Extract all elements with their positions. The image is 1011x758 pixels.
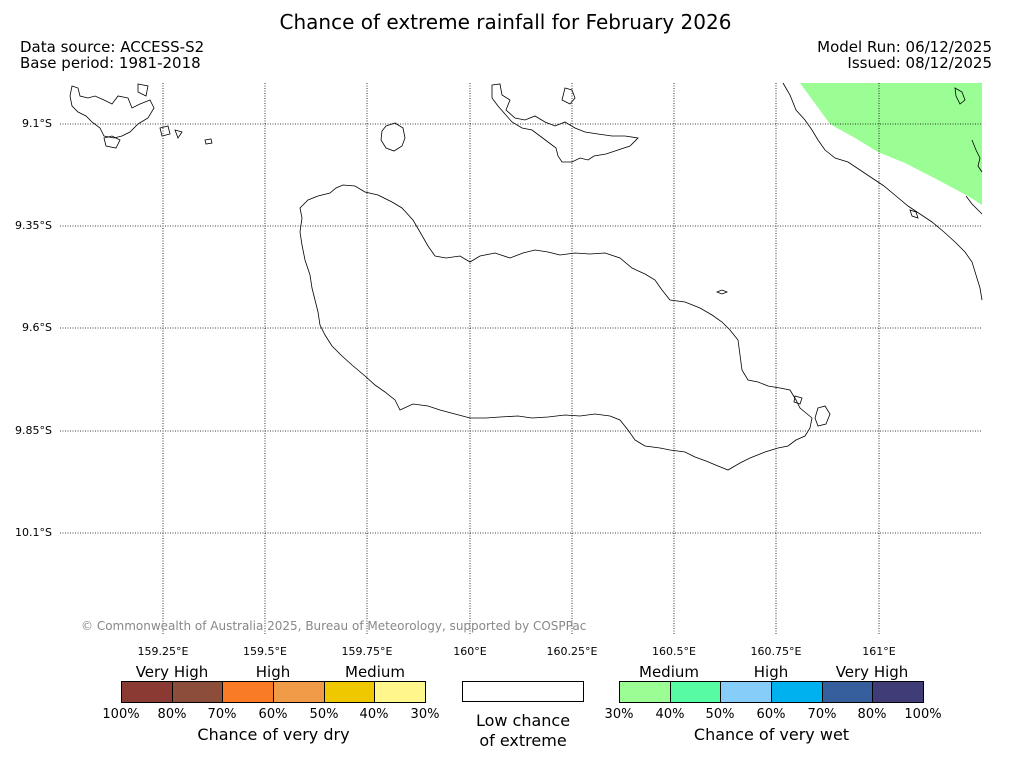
lon-label-5: 160.25°E — [546, 645, 598, 658]
lon-label-7: 160.75°E — [750, 645, 802, 658]
lat-label-2: 9.35°S — [15, 219, 52, 232]
wet-tick-2: 40% — [655, 707, 685, 722]
wet-segment-3 — [721, 682, 773, 702]
dry-segment-4 — [274, 682, 325, 702]
dry-tick-2: 80% — [157, 707, 187, 722]
wet-segment-5 — [822, 682, 874, 702]
wet-cat-high: High — [753, 663, 789, 681]
wet-medium-area — [800, 83, 982, 205]
meta-left: Data source: ACCESS-S2 Base period: 1981… — [20, 39, 204, 71]
wet-tick-6: 80% — [857, 707, 887, 722]
dry-tick-7: 30% — [410, 707, 440, 722]
wet-segment-4 — [772, 682, 823, 702]
lat-label-3: 9.6°S — [22, 321, 52, 334]
wet-segment-2 — [670, 682, 722, 702]
dry-legend-title: Chance of very dry — [197, 725, 350, 744]
dry-cat-medium: Medium — [345, 663, 405, 681]
lon-label-3: 159.75°E — [341, 645, 393, 658]
guadalcanal-coastline — [299, 184, 813, 471]
wet-tick-1: 30% — [604, 707, 634, 722]
dry-tick-1: 100% — [102, 707, 140, 722]
dry-tick-6: 40% — [359, 707, 389, 722]
low-chance-title-2: of extreme — [479, 731, 567, 750]
wet-legend-title: Chance of very wet — [693, 725, 850, 744]
wet-tick-4: 60% — [756, 707, 786, 722]
lon-label-6: 160.5°E — [652, 645, 696, 658]
map-canvas[interactable] — [0, 0, 1011, 650]
dry-tick-4: 60% — [258, 707, 288, 722]
lat-label-5: 10.1°S — [15, 526, 52, 539]
wet-colorbar — [619, 681, 924, 703]
dry-segment-6 — [375, 682, 426, 702]
wet-tick-7: 100% — [904, 707, 942, 722]
savo-island-coastline — [380, 122, 406, 152]
dry-segment-1 — [122, 682, 173, 702]
dry-cat-high: High — [255, 663, 291, 681]
data-source: Data source: ACCESS-S2 — [20, 38, 205, 56]
wet-cat-medium: Medium — [639, 663, 699, 681]
malaita-coastline — [782, 82, 983, 301]
florida-islands-coastline — [491, 83, 639, 163]
copyright-notice: © Commonwealth of Australia 2025, Bureau… — [81, 619, 587, 633]
meta-right: Model Run: 06/12/2025 Issued: 08/12/2025 — [817, 39, 992, 71]
low-chance-swatch — [462, 681, 584, 702]
graticule — [60, 83, 982, 635]
lon-label-8: 161°E — [862, 645, 896, 658]
dry-segment-2 — [172, 682, 224, 702]
wet-tick-5: 70% — [807, 707, 837, 722]
lon-label-2: 159.5°E — [243, 645, 287, 658]
dry-segment-3 — [223, 682, 275, 702]
issued-date: Issued: 08/12/2025 — [847, 54, 992, 72]
wet-segment-6 — [873, 682, 924, 702]
dry-segment-5 — [324, 682, 376, 702]
coastlines — [69, 82, 983, 471]
wet-tick-3: 50% — [705, 707, 735, 722]
lon-label-1: 159.25°E — [137, 645, 189, 658]
lon-label-4: 160°E — [453, 645, 487, 658]
wet-segment-1 — [620, 682, 671, 702]
western-islets-coastline — [69, 85, 155, 139]
map-title: Chance of extreme rainfall for February … — [279, 10, 732, 34]
dry-tick-3: 70% — [207, 707, 237, 722]
dry-colorbar — [121, 681, 426, 703]
lat-label-4: 9.85°S — [15, 424, 52, 437]
model-run: Model Run: 06/12/2025 — [817, 38, 992, 56]
lat-label-1: 9.1°S — [22, 117, 52, 130]
low-chance-title-1: Low chance — [475, 711, 571, 730]
dry-tick-5: 50% — [309, 707, 339, 722]
base-period: Base period: 1981-2018 — [20, 54, 201, 72]
wet-cat-very-high: Very High — [835, 663, 909, 681]
dry-cat-very-high: Very High — [135, 663, 209, 681]
